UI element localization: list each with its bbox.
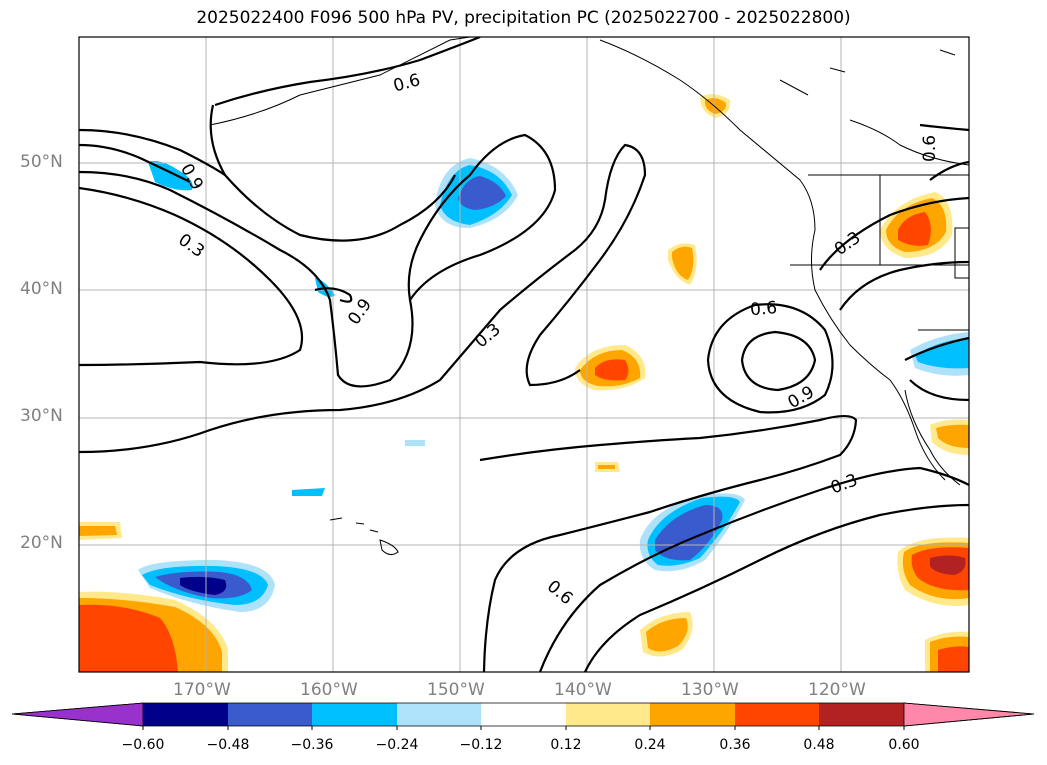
colorbar-tick: −0.24: [375, 737, 419, 753]
colorbar-bin: [566, 703, 650, 726]
colorbar-bin: [735, 703, 819, 726]
colorbar-tick: 0.12: [550, 737, 582, 753]
lon-label-120w: 120°W: [808, 680, 866, 700]
colorbar-bin: [819, 703, 904, 726]
lon-label-150w: 150°W: [427, 680, 485, 700]
colorbar-tick: 0.48: [803, 737, 835, 753]
colorbar-tick: 0.60: [888, 737, 920, 753]
map-title: 2025022400 F096 500 hPa PV, precipitatio…: [196, 8, 851, 28]
precip-shading: [79, 94, 969, 672]
lon-label-140w: 140°W: [554, 680, 612, 700]
colorbar-bin: [397, 703, 481, 726]
contour-label: 0.6: [749, 298, 778, 320]
colorbar-tick: −0.48: [206, 737, 250, 753]
map-frame: [78, 36, 970, 673]
colorbar-extend-low: [11, 702, 144, 727]
colorbar-bin: [228, 703, 312, 726]
lon-label-130w: 130°W: [681, 680, 739, 700]
colorbar-tick: −0.36: [290, 737, 334, 753]
colorbar-tick: 0.24: [634, 737, 666, 753]
colorbar-bin: [650, 703, 735, 726]
colorbar-bin: [143, 703, 228, 726]
colorbar-tick: 0.36: [719, 737, 751, 753]
colorbar-extend-high: [903, 702, 1035, 727]
contour-label: 0.6: [920, 135, 940, 162]
pv-contours: [79, 37, 969, 672]
lat-label-50n: 50°N: [20, 152, 63, 172]
lon-label-170w: 170°W: [173, 680, 231, 700]
colorbar-tick: −0.60: [121, 737, 165, 753]
lon-label-160w: 160°W: [300, 680, 358, 700]
colorbar-bin: [481, 703, 566, 726]
lat-label-30n: 30°N: [20, 406, 63, 426]
colorbar-bin: [312, 703, 397, 726]
colorbar-tick: −0.12: [459, 737, 503, 753]
lat-label-40n: 40°N: [20, 279, 63, 299]
lat-label-20n: 20°N: [20, 533, 63, 553]
